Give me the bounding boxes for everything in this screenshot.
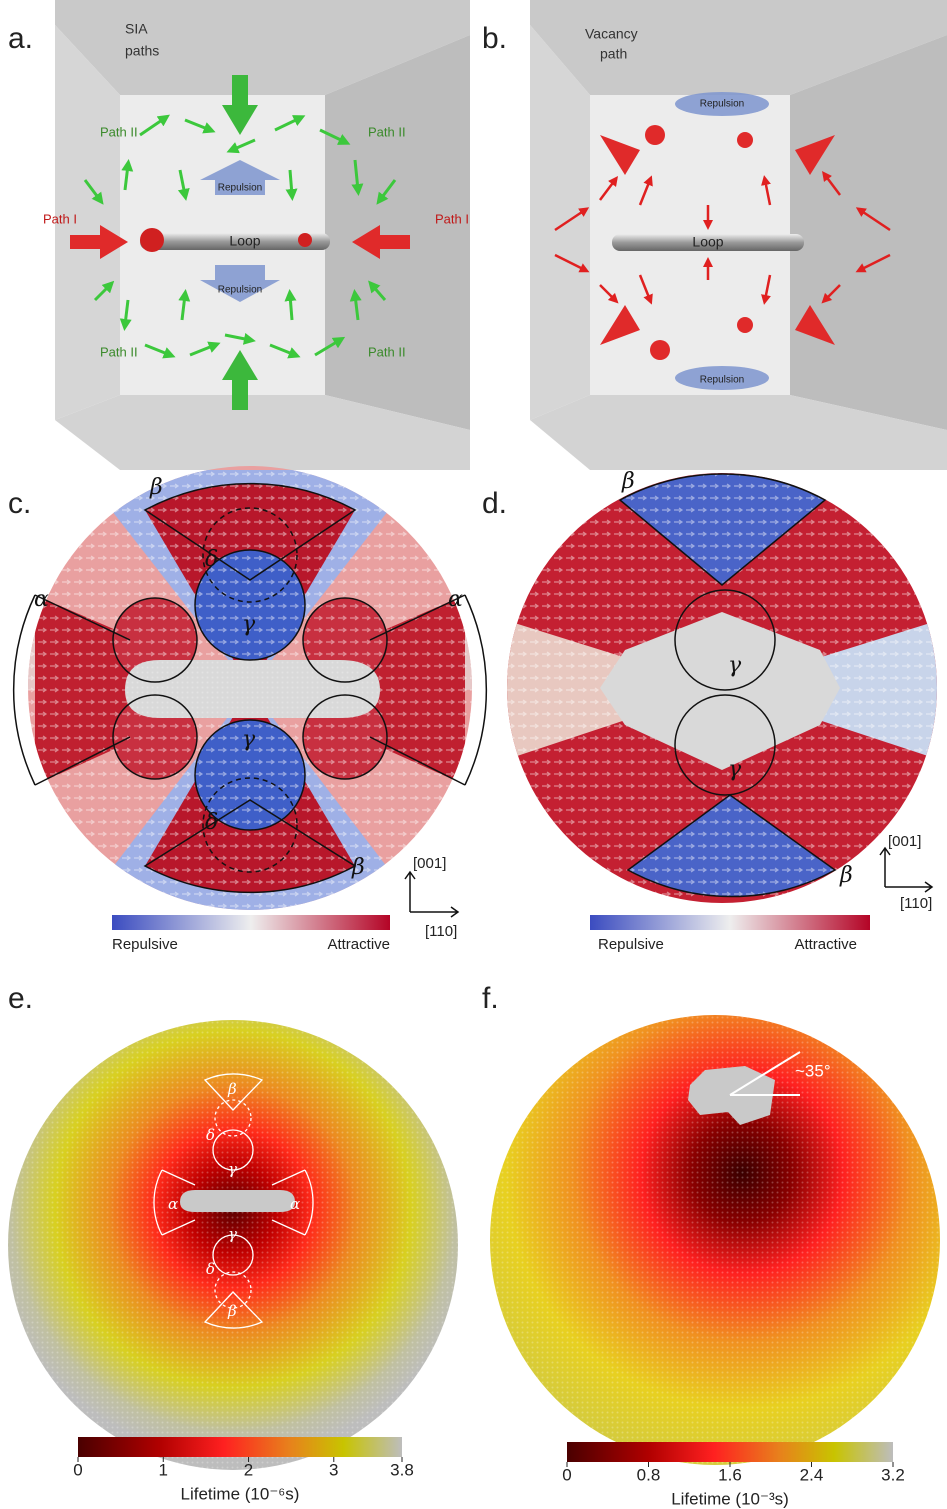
tick-label: 3 [329,1460,338,1479]
colorbar: 0 1 2 3 3.8 Lifetime (10⁻⁶s) [73,1437,414,1503]
axis-label: [001] [413,855,446,872]
repulsion-label: Repulsion [700,99,744,110]
angle-label: ~35° [795,1061,831,1080]
path-label: Path I [43,211,77,226]
region-label: α [34,587,49,612]
colorbar-label: Attractive [794,936,857,953]
colorbar-title: Lifetime (10⁻⁶s) [181,1484,300,1503]
panel-title: paths [125,43,159,59]
region-label: α [168,1195,178,1213]
path-label: Path II [100,344,138,359]
colorbar-title: Lifetime (10⁻³s) [671,1489,789,1508]
panel-b: b. Vacancy path Repulsion Repulsion Loop [482,0,947,470]
tick-label: 2.4 [800,1465,824,1484]
region-label: β [621,469,635,494]
panel-f: f. ~35° [482,982,940,1465]
axis-label: [001] [888,833,921,850]
panel-label: a. [8,22,33,55]
path-label: Path II [368,124,406,139]
region-label: γ [728,653,742,678]
panel-c: c. β α α δ γ γ δ β Repulsive Attractive … [8,465,486,953]
region-label: β [227,1302,237,1320]
panel-a: a. SIA paths Loop Repulsion Repulsion Pa… [8,0,470,470]
panel-e: e. β δ γ α α γ δ β [8,982,458,1470]
tick-label: 0 [73,1460,82,1479]
axis-label: [110] [425,923,457,940]
path-label: Path II [100,124,138,139]
region-label: β [149,475,163,500]
panel-d: d. β γ γ β Repulsive Attractive [001] [1… [482,469,940,953]
panel-title: path [600,46,627,62]
tick-label: 0.8 [637,1465,661,1484]
panel-label: f. [482,982,499,1015]
path-label: Path II [368,344,406,359]
colorbar-label: Repulsive [598,936,664,953]
axis-label: [110] [900,895,932,912]
region-label: δ [206,1260,215,1278]
panel-label: c. [8,487,31,520]
region-label: γ [228,1160,237,1178]
tick-label: 1 [159,1460,168,1479]
colorbar: 0 0.8 1.6 2.4 3.2 Lifetime (10⁻³s) [562,1442,905,1508]
colorbar-bar [78,1437,402,1457]
region-label: β [227,1080,237,1098]
region-label: β [839,863,853,888]
region-label: β [351,855,365,880]
region-label: γ [242,612,256,637]
repulsion-label: Repulsion [700,375,744,386]
panel-label: e. [8,982,33,1015]
panel-label: d. [482,487,507,520]
tick-label: 0 [562,1465,571,1484]
colorbar-label: Attractive [327,936,390,953]
path-label: Path I [435,211,469,226]
tick-label: 2 [244,1460,253,1479]
region-label: γ [228,1225,237,1243]
colorbar-bar [567,1442,893,1462]
panel-title: SIA [125,21,148,37]
repulsion-label: Repulsion [218,183,262,194]
region-label: δ [205,547,218,572]
tick-label: 3.8 [390,1460,414,1479]
region-label: δ [206,1126,215,1144]
loop-label: Loop [229,233,260,249]
region-label: γ [242,727,256,752]
region-label: α [448,587,463,612]
loop-label: Loop [692,234,723,250]
region-label: α [290,1195,300,1213]
tick-label: 3.2 [881,1465,905,1484]
panel-title: Vacancy [585,26,638,42]
figure: a. SIA paths Loop Repulsion Repulsion Pa… [0,0,947,1509]
repulsion-label: Repulsion [218,285,262,296]
colorbar-label: Repulsive [112,936,178,953]
region-label: δ [205,810,218,835]
tick-label: 1.6 [718,1465,742,1484]
region-label: γ [728,757,742,782]
panel-label: b. [482,22,507,55]
